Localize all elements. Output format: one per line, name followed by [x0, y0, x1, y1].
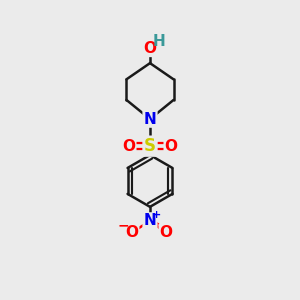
Text: O: O — [125, 225, 138, 240]
Text: +: + — [152, 210, 161, 220]
Text: H: H — [153, 34, 166, 50]
Text: S: S — [144, 137, 156, 155]
Text: O: O — [165, 139, 178, 154]
Text: N: N — [144, 214, 156, 229]
Text: −: − — [118, 219, 129, 233]
Text: O: O — [122, 139, 135, 154]
Text: N: N — [144, 112, 156, 127]
Text: O: O — [143, 41, 157, 56]
Text: O: O — [160, 225, 173, 240]
